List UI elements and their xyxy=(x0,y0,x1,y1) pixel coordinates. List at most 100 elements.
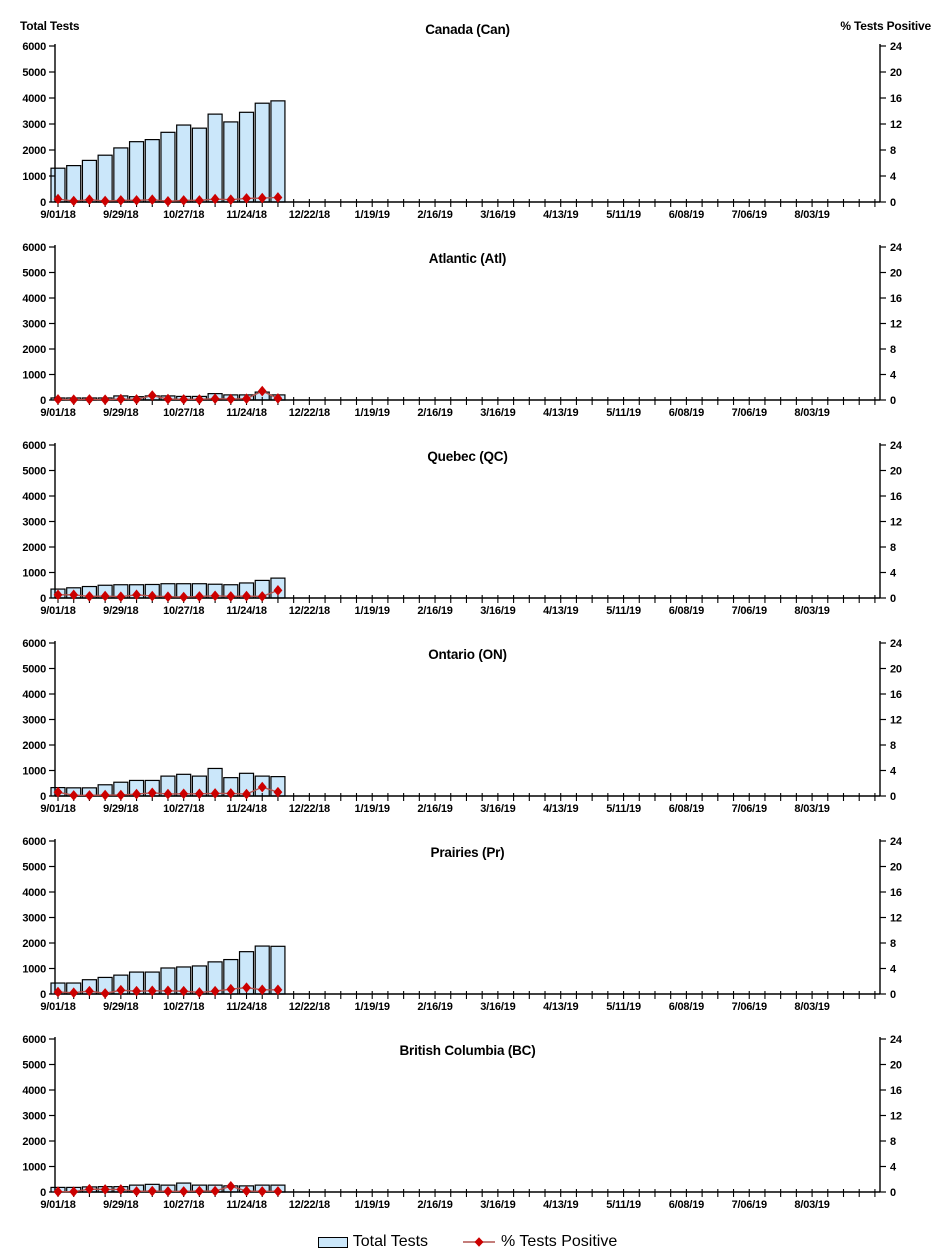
chart-ontario-on-plot: 0 1000 2000 3000 4000 5000 6000 0 4 8 12 16 20 24 9/01… xyxy=(22,638,903,815)
charts-stack: 0 1000 2000 3000 4000 5000 6000 0 4 8 12 16 20 24 9/01… xyxy=(0,19,935,1211)
x-tick-label: 4/13/19 xyxy=(543,209,578,221)
x-tick-label: 5/11/19 xyxy=(606,1199,641,1211)
x-tick-label: 9/29/18 xyxy=(103,209,138,221)
left-tick-label: 0 xyxy=(40,989,46,1001)
x-tick-label: 1/19/19 xyxy=(355,1001,390,1013)
chart-prairies-pr-plot: 0 1000 2000 3000 4000 5000 6000 0 4 8 12 16 20 24 9/01… xyxy=(22,836,903,1013)
right-tick-label: 4 xyxy=(890,370,897,382)
chart-title: Atlantic (Atl) xyxy=(429,251,506,266)
left-tick-label: 5000 xyxy=(22,268,46,280)
x-tick-label: 10/27/18 xyxy=(163,803,204,815)
x-tick-label: 4/13/19 xyxy=(543,1001,578,1013)
right-tick-label: 0 xyxy=(890,989,896,1001)
x-tick-label: 3/16/19 xyxy=(480,1001,515,1013)
left-tick-label: 4000 xyxy=(22,491,46,503)
pct-positive-point xyxy=(53,193,63,205)
right-tick-label: 4 xyxy=(890,964,897,976)
pct-positive-point xyxy=(242,193,251,204)
x-tick-label: 10/27/18 xyxy=(163,1199,204,1211)
x-tick-label: 9/29/18 xyxy=(103,1001,138,1013)
x-tick-label: 2/16/19 xyxy=(417,209,452,221)
pct-positive-point xyxy=(69,1186,79,1197)
pct-positive-point xyxy=(85,985,94,997)
x-tick-label: 11/24/18 xyxy=(226,209,267,221)
total-tests-bar xyxy=(176,124,192,203)
pct-positive-point xyxy=(210,1185,220,1197)
pct-positive-point xyxy=(179,1186,189,1197)
pct-positive-point xyxy=(100,195,110,207)
right-tick-label: 12 xyxy=(890,1111,902,1123)
x-tick-label: 3/16/19 xyxy=(480,407,515,419)
pct-positive-point xyxy=(116,195,126,206)
x-tick-label: 6/08/19 xyxy=(669,1199,704,1211)
right-tick-label: 8 xyxy=(890,344,896,356)
pct-positive-point xyxy=(85,1183,94,1195)
legend-item-pct-positive: % Tests Positive xyxy=(462,1234,617,1250)
right-tick-label: 0 xyxy=(890,593,896,605)
pct-positive-point xyxy=(273,192,283,203)
x-tick-label: 12/22/18 xyxy=(289,1199,330,1211)
pct-positive-point xyxy=(210,985,220,997)
right-tick-label: 24 xyxy=(890,242,903,254)
pct-positive-point xyxy=(226,1180,236,1192)
pct-positive-point xyxy=(69,195,79,207)
right-tick-label: 16 xyxy=(890,1085,902,1097)
pct-positive-point xyxy=(242,393,251,405)
x-tick-label: 1/19/19 xyxy=(355,209,390,221)
x-tick-label: 9/01/18 xyxy=(40,407,75,419)
left-tick-label: 1000 xyxy=(22,964,46,976)
chart-atlantic-atl-plot: 0 1000 2000 3000 4000 5000 6000 0 4 8 12 16 20 24 9/01… xyxy=(22,242,903,419)
x-tick-label: 5/11/19 xyxy=(606,209,641,221)
pct-positive-point xyxy=(257,984,267,996)
x-tick-label: 9/29/18 xyxy=(103,803,138,815)
x-tick-label: 7/06/19 xyxy=(732,605,767,617)
pct-positive-point xyxy=(194,195,204,206)
x-tick-label: 7/06/19 xyxy=(732,407,767,419)
chart-quebec-qc-plot: 0 1000 2000 3000 4000 5000 6000 0 4 8 12 16 20 24 9/01… xyxy=(22,440,903,617)
pct-positive-point xyxy=(273,1186,283,1197)
left-tick-label: 2000 xyxy=(22,938,46,950)
pct-positive-point xyxy=(163,591,173,603)
pct-positive-point xyxy=(100,590,110,602)
pct-positive-point xyxy=(194,394,204,405)
x-tick-label: 8/03/19 xyxy=(794,605,829,617)
left-tick-label: 2000 xyxy=(22,740,46,752)
pct-positive-point xyxy=(100,1184,110,1195)
left-tick-label: 1000 xyxy=(22,568,46,580)
right-tick-label: 4 xyxy=(890,766,897,778)
total-tests-bar xyxy=(254,102,270,203)
pct-positive-point xyxy=(194,788,204,800)
left-tick-label: 5000 xyxy=(22,664,46,676)
right-tick-label: 4 xyxy=(890,568,897,580)
left-tick-label: 5000 xyxy=(22,862,46,874)
left-tick-label: 1000 xyxy=(22,370,46,382)
left-tick-label: 1000 xyxy=(22,766,46,778)
x-tick-label: 2/16/19 xyxy=(417,605,452,617)
right-tick-label: 20 xyxy=(890,67,902,79)
x-tick-label: 4/13/19 xyxy=(543,1199,578,1211)
pct-positive-point xyxy=(100,789,110,801)
left-tick-label: 2000 xyxy=(22,344,46,356)
total-tests-bar-swatch-icon xyxy=(317,1236,348,1248)
x-tick-label: 11/24/18 xyxy=(226,407,267,419)
right-tick-label: 16 xyxy=(890,293,902,305)
chart-quebec-qc: 0 1000 2000 3000 4000 5000 6000 0 4 8 12 16 20 24 9/01… xyxy=(0,433,935,631)
chart-ontario-on: 0 1000 2000 3000 4000 5000 6000 0 4 8 12 16 20 24 9/01… xyxy=(0,631,935,829)
x-tick-label: 1/19/19 xyxy=(355,605,390,617)
x-tick-label: 7/06/19 xyxy=(732,1001,767,1013)
x-tick-label: 8/03/19 xyxy=(794,803,829,815)
x-tick-label: 8/03/19 xyxy=(794,209,829,221)
right-tick-label: 20 xyxy=(890,1060,902,1072)
x-tick-label: 2/16/19 xyxy=(417,803,452,815)
total-tests-bar xyxy=(223,121,239,203)
right-tick-label: 16 xyxy=(890,491,902,503)
legend: Total Tests % Tests Positive xyxy=(0,1225,935,1259)
left-axis-title: Total Tests xyxy=(20,19,80,33)
pct-positive-point xyxy=(273,984,283,996)
chart-prairies-pr: 0 1000 2000 3000 4000 5000 6000 0 4 8 12 16 20 24 9/01… xyxy=(0,829,935,1027)
total-tests-bar xyxy=(191,127,207,203)
left-tick-label: 2000 xyxy=(22,542,46,554)
right-tick-label: 20 xyxy=(890,664,902,676)
x-tick-label: 4/13/19 xyxy=(543,605,578,617)
pct-positive-point xyxy=(179,195,189,206)
